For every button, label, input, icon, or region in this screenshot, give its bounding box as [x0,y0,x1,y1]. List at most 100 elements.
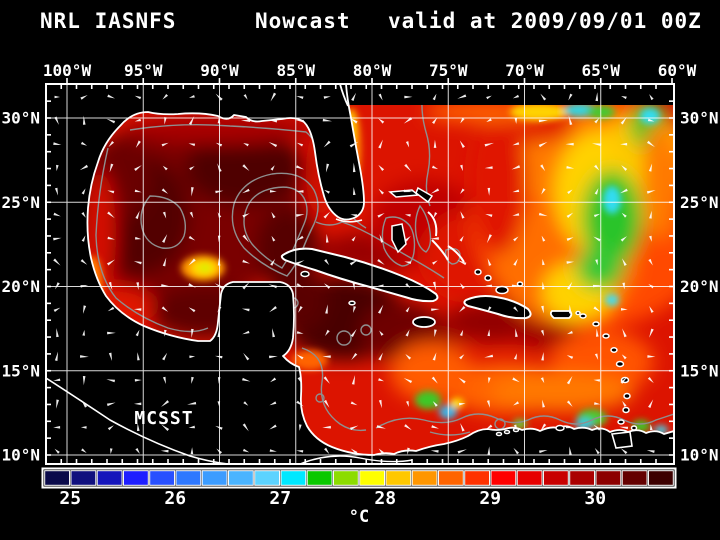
vector-arrow [621,354,627,360]
model-name: NRL IASNFS [40,9,176,33]
vector-arrow [106,402,116,407]
vector-arrow [568,304,572,314]
vector-arrow [432,260,438,265]
vector-arrow [270,258,276,266]
vector-arrow [189,211,194,219]
vector-arrow [432,281,437,291]
colorbar-cell [385,470,412,486]
vector-arrow [542,399,546,408]
vector-arrow [217,163,222,172]
colorbar-cell [70,470,97,486]
vector-arrow [407,447,410,455]
vector-arrow [53,258,61,266]
vector-arrow [217,306,222,313]
vector-arrow [323,399,330,408]
vector-arrow [511,284,521,288]
vector-arrow [378,188,385,195]
island-puerto-rico [549,310,573,319]
vector-arrow [649,328,654,338]
lon-label: 65°W [581,61,620,80]
vector-arrow [430,450,439,453]
vector-arrow [620,376,628,384]
lon-label: 95°W [124,61,163,80]
vector-arrow [404,424,412,431]
island-cuba [280,247,439,303]
vector-arrow [378,164,385,172]
lat-label: 10°N [680,446,719,465]
vector-arrow [620,116,627,125]
colorbar-cell [569,470,596,486]
island-dot [575,310,581,316]
vector-arrow [594,118,600,124]
vector-arrow [296,354,304,360]
vector-arrow [242,259,250,264]
vector-arrow [54,351,59,361]
island-dot [484,274,492,282]
vector-arrow [621,212,627,218]
vector-arrow [566,400,573,407]
coastline-georgia [339,84,349,107]
vector-arrow [188,283,196,288]
vector-arrow [216,448,223,454]
vector-arrow [53,426,61,429]
vector-arrow [243,94,248,100]
vector-arrow [53,378,61,382]
vector-arrow [513,447,520,455]
vector-arrow [486,118,492,123]
vector-arrow [54,448,60,454]
vector-arrow [56,328,59,338]
vector-arrow [484,142,494,147]
vector-arrow [53,307,61,313]
vector-arrow [243,401,249,406]
vector-arrow [350,448,358,455]
vector-arrow [296,331,304,334]
vector-arrow [191,187,194,197]
vector-arrow [269,355,278,359]
vector-arrow [162,165,168,171]
vector-arrow [297,377,302,384]
vector-arrow [459,235,464,242]
vector-arrow [378,139,383,149]
vector-arrow [271,235,276,242]
vector-arrow [594,402,601,405]
vector-arrow [296,96,304,100]
vector-arrow [189,355,196,359]
vector-arrow [53,212,61,217]
vector-arrow [107,331,116,335]
vector-arrow [134,189,142,193]
vector-arrow [108,352,113,362]
vector-arrow [538,212,548,217]
vector-arrow [378,448,384,454]
vector-arrow [323,96,331,99]
vector-arrow [135,210,140,219]
colorbar-tick: 25 [59,488,81,509]
vector-arrow [268,142,278,148]
vector-arrow [406,400,409,407]
colorbar-cell [96,470,123,486]
vector-arrow [541,281,545,290]
vector-arrow [459,329,464,337]
vector-arrow [164,117,167,125]
vector-arrow [54,187,59,196]
vector-arrow [188,258,196,266]
island-eleuthera [427,211,438,237]
island-dot [610,347,618,353]
vector-arrow [161,424,170,432]
valid-time: valid at 2009/09/01 00Z [388,9,702,33]
vector-arrow [295,190,304,193]
vector-arrow [649,235,652,242]
vector-arrow [164,329,167,337]
colorbar-tick: 28 [374,488,396,509]
colorbar-cell [359,470,386,486]
vector-arrow [82,115,86,125]
vector-arrow [242,282,250,290]
vector-arrow [270,92,277,102]
island-exuma [431,239,449,261]
vector-arrow [107,425,114,431]
vector-arrow [56,399,59,409]
vector-arrow [214,283,224,289]
vector-arrow [378,352,383,361]
vector-arrow [513,424,518,431]
vector-arrow [488,377,491,384]
vector-arrow [487,329,490,337]
